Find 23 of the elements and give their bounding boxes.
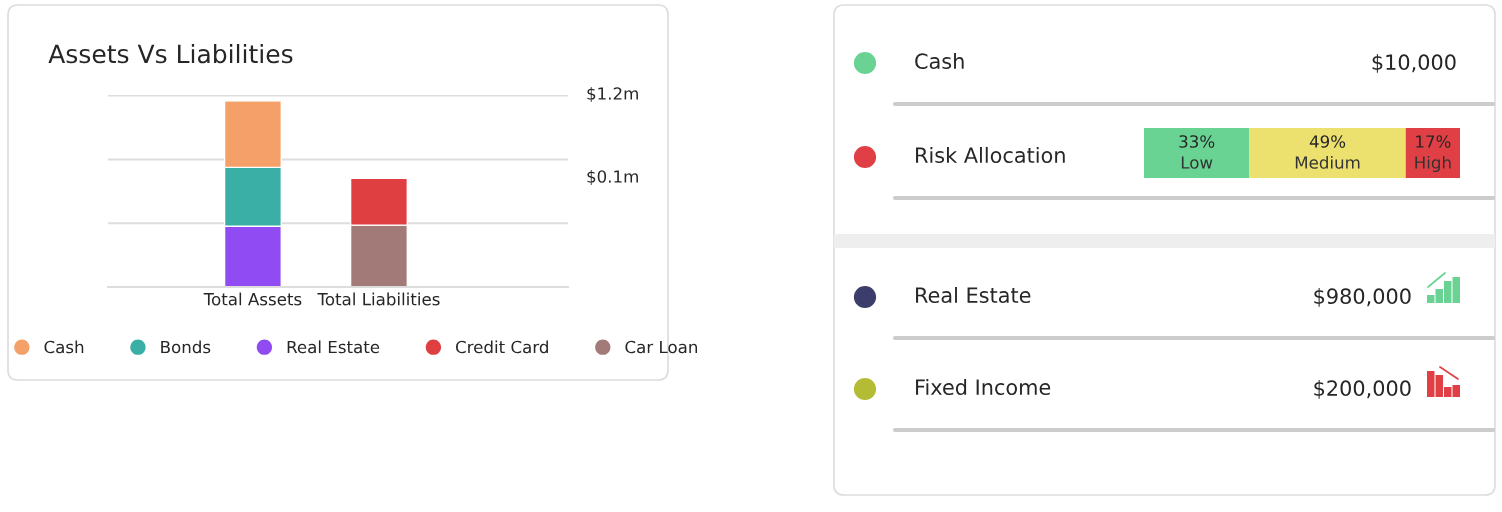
text: $980,000 (1314, 287, 1411, 307)
category-label: Cash (915, 52, 964, 70)
text: $10,000 (1372, 53, 1456, 73)
series-label: Medium (1295, 155, 1360, 169)
legend-label: Car Loan (625, 340, 697, 354)
chart-title: Assets Vs Liabilities (48, 43, 293, 64)
text: $200,000 (1314, 379, 1411, 399)
legend-label: Bonds (161, 340, 211, 354)
legend-label: Credit Card (455, 340, 548, 354)
category-label: Risk Allocation (916, 146, 1065, 164)
x-tick-label: Total Liabilities (317, 292, 440, 306)
data-label: 17% (1416, 135, 1451, 148)
text: $1.2m (587, 86, 638, 103)
legend-label: Cash (44, 340, 84, 354)
data-label: 49% (1309, 135, 1346, 148)
series-label: High (1415, 155, 1451, 173)
x-tick-label: Total Assets (203, 292, 302, 306)
series-label: Low (1181, 156, 1213, 169)
text: $0.1m (587, 169, 638, 186)
category-label: Fixed Income (916, 378, 1051, 396)
data-label: 33% (1179, 135, 1215, 148)
legend-label: Real Estate (287, 340, 380, 354)
category-label: Real Estate (916, 286, 1031, 304)
